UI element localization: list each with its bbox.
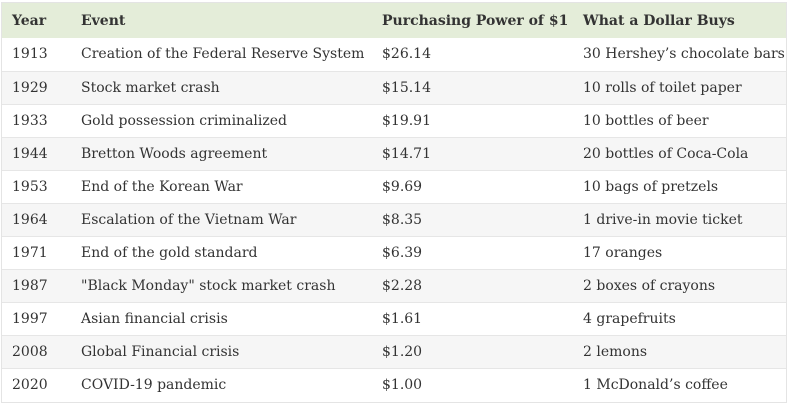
cell-what-a-dollar-buys: 10 rolls of toilet paper [583,70,786,104]
cell-event: Bretton Woods agreement [81,136,382,170]
cell-event: Gold possession criminalized [81,103,382,137]
cell-event: Global Financial crisis [81,334,382,368]
cell-year: 1944 [2,136,81,170]
header-purchasing-power: Purchasing Power of $1 [382,12,569,29]
table-row: 1913 Creation of the Federal Reserve Sys… [2,38,786,71]
cell-event: Creation of the Federal Reserve System [81,46,365,63]
cell-purchasing-power: $9.69 [382,169,583,203]
cell-purchasing-power: $15.14 [382,70,583,104]
header-year: Year [12,12,47,29]
cell-event: Escalation of the Vietnam War [81,202,382,236]
cell-what-a-dollar-buys: 10 bags of pretzels [583,169,786,203]
cell-year: 1933 [2,103,81,137]
table-row: 1971 End of the gold standard $6.39 17 o… [2,235,786,269]
table-row: 1929 Stock market crash $15.14 10 rolls … [2,70,786,104]
cell-year: 1971 [2,235,81,269]
cell-event: Asian financial crisis [81,301,382,335]
cell-event: Stock market crash [81,70,382,104]
cell-purchasing-power: $6.39 [382,235,583,269]
cell-year: 1913 [12,46,48,63]
cell-purchasing-power: $14.71 [382,136,583,170]
cell-event: End of the gold standard [81,235,382,269]
cell-what-a-dollar-buys: 1 McDonald’s coffee [583,367,786,401]
cell-purchasing-power: $2.28 [382,268,583,302]
table-row: 1987 "Black Monday" stock market crash $… [2,268,786,302]
cell-purchasing-power: $19.91 [382,103,583,137]
cell-purchasing-power: $26.14 [382,46,431,63]
table-row: 1944 Bretton Woods agreement $14.71 20 b… [2,136,786,170]
cell-purchasing-power: $8.35 [382,202,583,236]
cell-what-a-dollar-buys: 10 bottles of beer [583,103,786,137]
cell-event: COVID-19 pandemic [81,367,382,401]
cell-purchasing-power: $1.61 [382,301,583,335]
cell-year: 1997 [2,301,81,335]
cell-year: 1964 [2,202,81,236]
cell-what-a-dollar-buys: 2 boxes of crayons [583,268,786,302]
header-event: Event [81,12,126,29]
header-what-a-dollar-buys: What a Dollar Buys [583,12,735,29]
table-header: Year Event Purchasing Power of $1 What a… [2,3,786,38]
cell-year: 2008 [2,334,81,368]
table-body: 1913 Creation of the Federal Reserve Sys… [2,38,786,401]
cell-what-a-dollar-buys: 4 grapefruits [583,301,786,335]
table-row: 1953 End of the Korean War $9.69 10 bags… [2,169,786,203]
cell-year: 1953 [2,169,81,203]
cell-what-a-dollar-buys: 1 drive-in movie ticket [583,202,786,236]
table-row: 2020 COVID-19 pandemic $1.00 1 McDonald’… [2,367,786,401]
cell-purchasing-power: $1.20 [382,334,583,368]
cell-event: End of the Korean War [81,169,382,203]
cell-what-a-dollar-buys: 30 Hershey’s chocolate bars [583,46,785,63]
cell-year: 1929 [2,70,81,104]
cell-what-a-dollar-buys: 20 bottles of Coca-Cola [583,136,786,170]
cell-year: 2020 [2,367,81,401]
cell-year: 1987 [2,268,81,302]
cell-purchasing-power: $1.00 [382,367,583,401]
cell-what-a-dollar-buys: 2 lemons [583,334,786,368]
table-row: 2008 Global Financial crisis $1.20 2 lem… [2,334,786,368]
cell-what-a-dollar-buys: 17 oranges [583,235,786,269]
table-row: 1933 Gold possession criminalized $19.91… [2,103,786,137]
cell-event: "Black Monday" stock market crash [81,268,382,302]
purchasing-power-table: Year Event Purchasing Power of $1 What a… [2,3,786,401]
table-row: 1964 Escalation of the Vietnam War $8.35… [2,202,786,236]
table-row: 1997 Asian financial crisis $1.61 4 grap… [2,301,786,335]
header-row: Year Event Purchasing Power of $1 What a… [2,3,786,38]
